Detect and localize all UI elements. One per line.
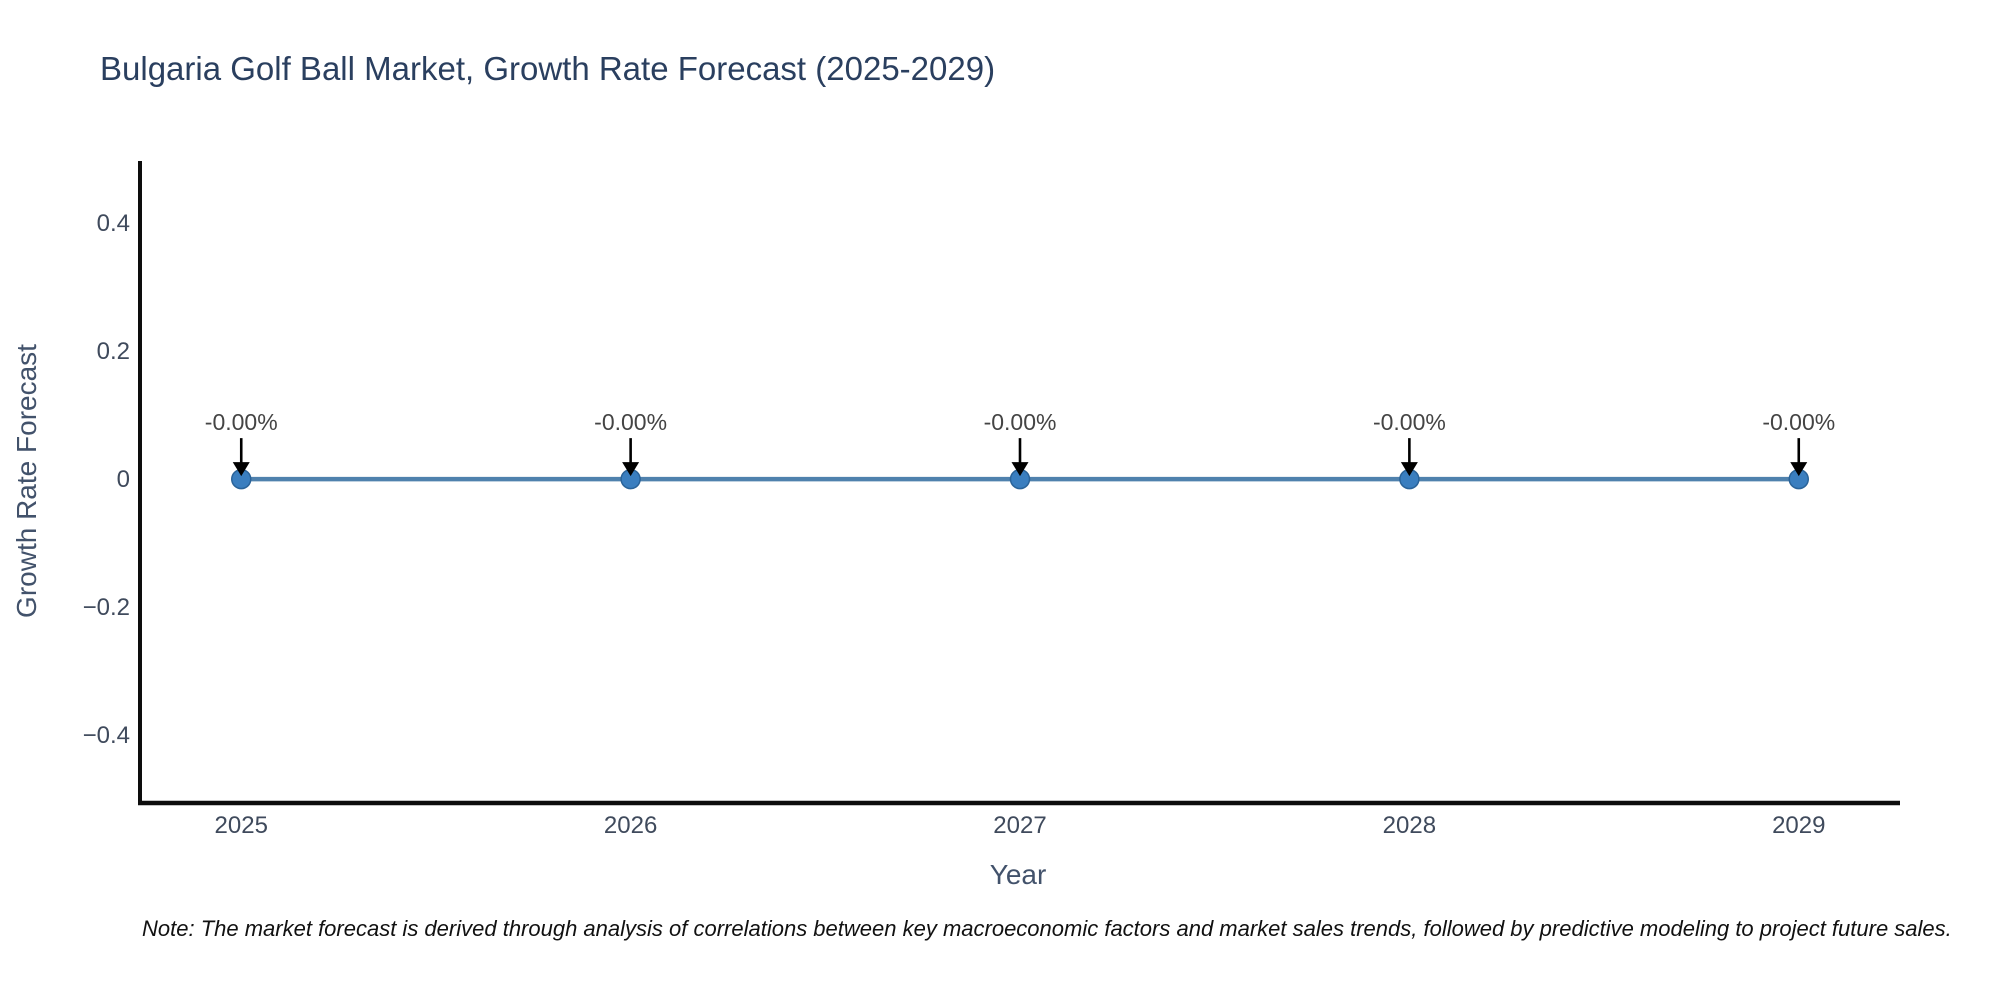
y-axis-title: Growth Rate Forecast: [11, 344, 42, 618]
annotation-arrow-head: [622, 462, 640, 477]
annotation-label: -0.00%: [1762, 409, 1835, 435]
annotation-arrow-head: [1011, 462, 1029, 477]
annotation-arrow-head: [1400, 462, 1418, 477]
y-tick-label: −0.2: [83, 594, 130, 621]
annotation-label: -0.00%: [205, 409, 278, 435]
x-tick-label: 2029: [1772, 812, 1825, 839]
annotation-label: -0.00%: [984, 409, 1057, 435]
y-tick-label: −0.4: [83, 722, 130, 749]
x-tick-label: 2028: [1383, 812, 1436, 839]
x-tick-label: 2025: [215, 812, 268, 839]
annotation-arrow-head: [1790, 462, 1808, 477]
y-tick-label: 0.2: [97, 338, 130, 365]
footnote: Note: The market forecast is derived thr…: [142, 916, 1952, 941]
y-tick-label: 0: [117, 466, 130, 493]
x-tick-label: 2026: [604, 812, 657, 839]
chart-title: Bulgaria Golf Ball Market, Growth Rate F…: [100, 50, 996, 87]
x-axis-title: Year: [989, 859, 1047, 890]
x-tick-label: 2027: [993, 812, 1046, 839]
y-tick-label: 0.4: [97, 210, 130, 237]
annotation-label: -0.00%: [1373, 409, 1446, 435]
annotation-arrow-head: [232, 462, 250, 477]
annotation-label: -0.00%: [594, 409, 667, 435]
